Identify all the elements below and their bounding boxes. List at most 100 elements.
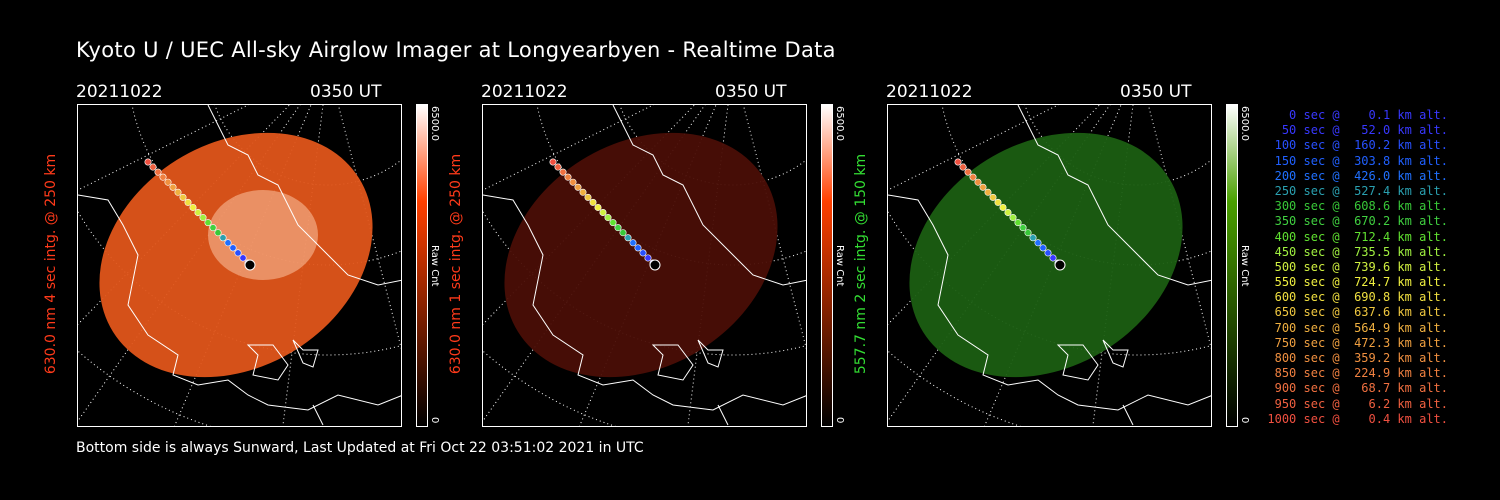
trajectory-point [149,163,157,171]
legend-row: 150 sec @ 303.8 km alt. [1267,153,1448,168]
trajectory-point [619,229,627,237]
legend-row: 50 sec @ 52.0 km alt. [1267,123,1448,138]
allsky-map-svg [888,105,1211,426]
trajectory-point [159,173,167,181]
meridian-line [984,105,1122,426]
impact-point [244,259,256,271]
trajectory-point [1024,229,1032,237]
trajectory-point [219,234,227,242]
trajectory-point [569,178,577,186]
trajectory-point [989,193,997,201]
legend-row: 300 sec @ 608.6 km alt. [1267,199,1448,214]
trajectory-point [1034,239,1042,247]
trajectory-point [174,188,182,196]
trajectory-point [214,229,222,237]
image-panel-1: 20211022 0350 UT 630.0 nm 4 sec intg. @ … [30,80,470,430]
panel-time: 0350 UT [310,82,382,102]
legend-row: 0 sec @ 0.1 km alt. [1267,108,1448,122]
trajectory-point [584,193,592,201]
trajectory-point [974,178,982,186]
legend-row: 850 sec @ 224.9 km alt. [1267,366,1448,381]
panel-time: 0350 UT [715,82,787,102]
trajectory-point [964,168,972,176]
trajectory-point [1029,234,1037,242]
allsky-image [77,104,402,427]
trajectory-point [954,158,962,166]
legend-row: 1000 sec @ 0.4 km alt. [1267,411,1448,426]
trajectory-point [564,173,572,181]
trajectory-point [234,249,242,257]
trajectory-point [579,188,587,196]
legend-row: 750 sec @ 472.3 km alt. [1267,335,1448,350]
trajectory-point [629,239,637,247]
trajectory-point [994,198,1002,206]
trajectory-point [639,249,647,257]
panel-wavelength-label: 557.7 nm 2 sec intg. @ 150 km [853,153,869,375]
trajectory-point [164,178,172,186]
allsky-image [482,104,807,427]
footer-note: Bottom side is always Sunward, Last Upda… [76,440,644,456]
trajectory-point [154,168,162,176]
panel-date: 20211022 [886,82,973,102]
trajectory-point [189,203,197,211]
panel-time: 0350 UT [1120,82,1192,102]
trajectory-point [204,219,212,227]
allsky-map-svg [483,105,806,426]
trajectory-point [179,193,187,201]
impact-point [649,259,661,271]
legend-row: 400 sec @ 712.4 km alt. [1267,229,1448,244]
trajectory-point [644,254,652,262]
trajectory-point [634,244,642,252]
colorbar-min-label: 0 [1239,417,1250,424]
trajectory-point [1004,209,1012,217]
trajectory-point [1019,224,1027,232]
colorbar [1226,104,1238,427]
legend-row: 950 sec @ 6.2 km alt. [1267,396,1448,411]
colorbar [821,104,833,427]
trajectory-point [624,234,632,242]
legend-row: 900 sec @ 68.7 km alt. [1267,381,1448,396]
trajectory-point [589,198,597,206]
panel-wavelength-label: 630.0 nm 4 sec intg. @ 250 km [43,153,59,375]
legend-row: 250 sec @ 527.4 km alt. [1267,183,1448,198]
legend-row: 600 sec @ 690.8 km alt. [1267,290,1448,305]
trajectory-point [209,224,217,232]
trajectory-point [1039,244,1047,252]
allsky-image [887,104,1212,427]
trajectory-point [549,158,557,166]
allsky-map-svg [78,105,401,426]
trajectory-point [984,188,992,196]
trajectory-point [594,203,602,211]
trajectory-point [1014,219,1022,227]
trajectory-point [999,203,1007,211]
trajectory-point [239,254,247,262]
page-title: Kyoto U / UEC All-sky Airglow Imager at … [76,38,836,62]
meridian-line [579,105,717,426]
trajectory-point [559,168,567,176]
legend-row: 700 sec @ 564.9 km alt. [1267,320,1448,335]
trajectory-point [959,163,967,171]
legend-row: 350 sec @ 670.2 km alt. [1267,214,1448,229]
coastline [483,105,806,426]
trajectory-point [609,219,617,227]
trajectory-point [1009,214,1017,222]
bright-region [208,190,318,280]
panel-date: 20211022 [76,82,163,102]
altitude-legend: 0 sec @ 0.1 km alt. 50 sec @ 52.0 km alt… [1258,108,1448,427]
image-panel-2: 20211022 0350 UT 630.0 nm 1 sec intg. @ … [435,80,875,430]
trajectory-point [199,214,207,222]
colorbar-max-label: 6500.0 [1239,106,1250,141]
trajectory-point [574,183,582,191]
coastline [78,105,401,426]
meridian-line [78,105,301,422]
trajectory-point [969,173,977,181]
meridian-line [174,105,312,426]
trajectory-point [554,163,562,171]
trajectory-point [144,158,152,166]
legend-row: 500 sec @ 739.6 km alt. [1267,259,1448,274]
trajectory-point [979,183,987,191]
impact-point [1054,259,1066,271]
colorbar-unit-label: Raw Cnt [1239,245,1250,287]
trajectory-point [604,214,612,222]
trajectory-point [614,224,622,232]
